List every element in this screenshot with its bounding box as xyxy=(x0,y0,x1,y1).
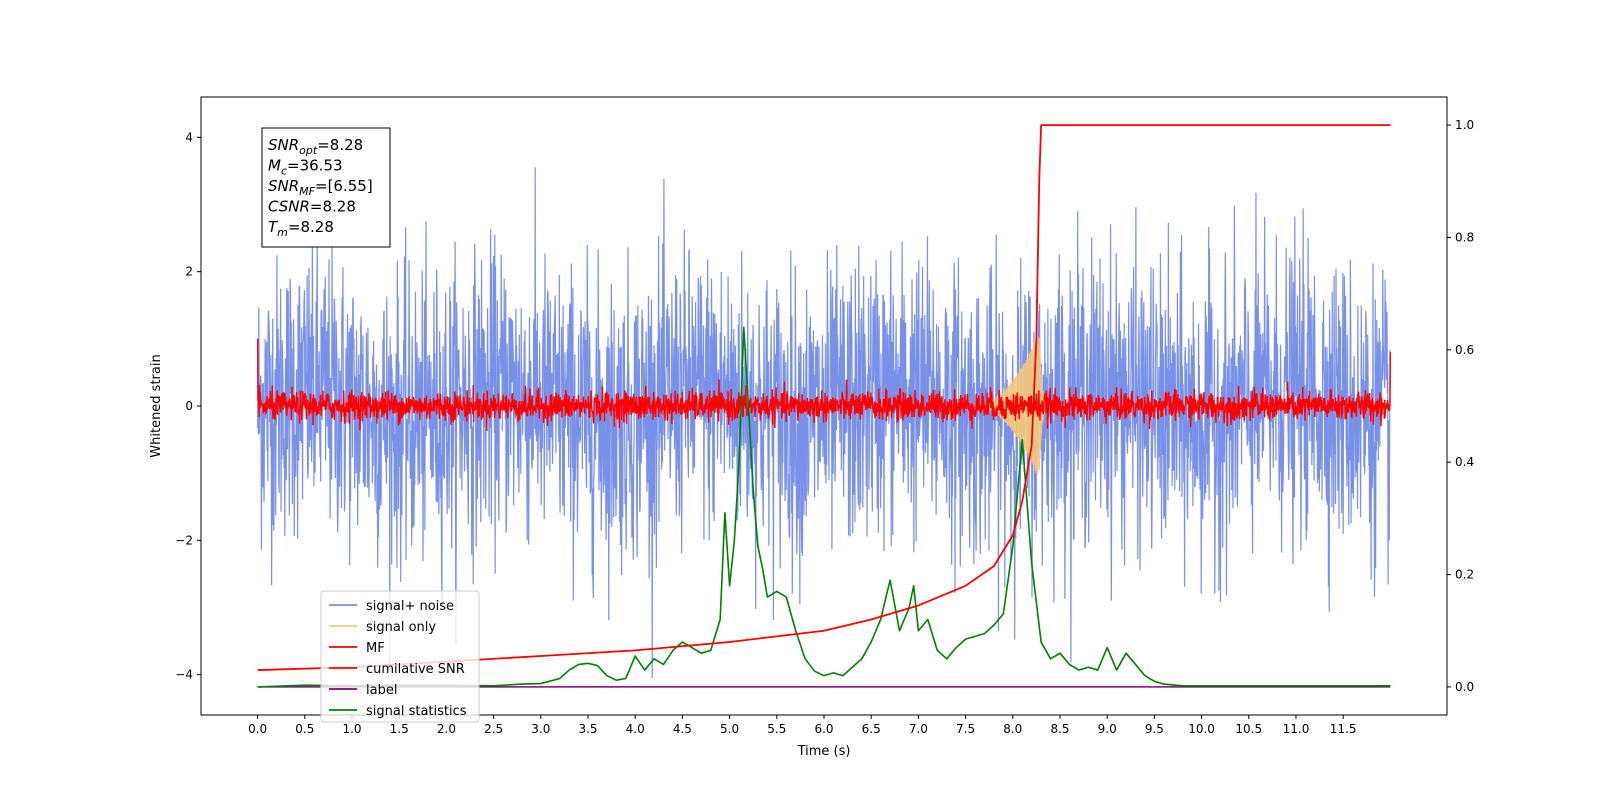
y2-tick-label: 0.4 xyxy=(1455,455,1474,469)
y2-axis-ticks: 1.0 0.8 0.6 0.4 0.2 0.0 xyxy=(1447,118,1474,694)
legend-entry-label: cumilative SNR xyxy=(366,662,465,677)
y-tick-label: −4 xyxy=(175,668,193,682)
annotation-line: Mc=36.53 xyxy=(268,157,343,178)
legend-frame xyxy=(320,590,480,723)
y-tick-label: 4 xyxy=(185,130,193,144)
annotation-line: SNRMF=[6.55] xyxy=(268,177,373,198)
x-tick-label: 1.5 xyxy=(390,722,409,736)
x-tick-label: 0.5 xyxy=(295,722,314,736)
x-tick-label: 7.5 xyxy=(956,722,975,736)
x-tick-label: 2.0 xyxy=(437,722,456,736)
series-mf-line xyxy=(256,338,1392,432)
legend-entry-label: label xyxy=(366,683,397,698)
x-tick-label: 11.5 xyxy=(1330,722,1357,736)
x-tick-label: 6.5 xyxy=(862,722,881,736)
annotation-line: CSNR=8.28 xyxy=(268,198,356,216)
stats-annotation-box: SNRopt=8.28Mc=36.53SNRMF=[6.55]CSNR=8.28… xyxy=(261,127,391,248)
x-tick-label: 0.0 xyxy=(248,722,267,736)
y-tick-label: −2 xyxy=(175,533,193,547)
annotation-line: Tm=8.28 xyxy=(268,218,334,239)
legend-entry-label: signal only xyxy=(366,620,436,635)
y2-tick-label: 0.6 xyxy=(1455,343,1474,357)
x-tick-label: 8.0 xyxy=(1003,722,1022,736)
annotation-line: SNRopt=8.28 xyxy=(268,136,363,157)
x-axis-label: Time (s) xyxy=(797,744,851,759)
y-tick-label: 2 xyxy=(185,265,193,279)
x-tick-label: 4.5 xyxy=(673,722,692,736)
legend-entry-label: MF xyxy=(366,641,385,656)
series-cumulative-snr-line xyxy=(257,124,1391,671)
x-tick-label: 5.0 xyxy=(720,722,739,736)
x-tick-label: 9.5 xyxy=(1145,722,1164,736)
y2-tick-label: 0.8 xyxy=(1455,230,1474,244)
x-tick-label: 8.5 xyxy=(1050,722,1069,736)
annotation-frame xyxy=(261,127,391,248)
legend-entry-label: signal+ noise xyxy=(366,599,454,614)
x-tick-label: 6.0 xyxy=(814,722,833,736)
x-tick-label: 4.0 xyxy=(626,722,645,736)
y2-tick-label: 0.0 xyxy=(1455,680,1474,694)
y-tick-label: 0 xyxy=(185,399,193,413)
legend: signal+ noise signal only MF cumilative SNR… xyxy=(320,590,480,723)
x-tick-label: 3.0 xyxy=(531,722,550,736)
x-tick-label: 7.0 xyxy=(909,722,928,736)
x-tick-label: 9.0 xyxy=(1098,722,1117,736)
x-tick-label: 5.5 xyxy=(767,722,786,736)
x-tick-label: 3.5 xyxy=(578,722,597,736)
y2-tick-label: 0.2 xyxy=(1455,568,1474,582)
x-tick-label: 1.0 xyxy=(342,722,361,736)
series-signal-statistics-line xyxy=(257,326,1391,688)
x-axis-ticks: 0.0 0.5 1.0 1.5 2.0 2.5 3.0 3.5 4.0 4.5 5.0 5.5 6.0 6… xyxy=(248,715,1357,736)
y-axis-label: Whitened strain xyxy=(149,354,164,457)
x-tick-label: 10.5 xyxy=(1235,722,1262,736)
y-axis-ticks: 4 2 0 −2 −4 xyxy=(175,130,201,682)
x-tick-label: 10.0 xyxy=(1188,722,1215,736)
x-tick-label: 2.5 xyxy=(484,722,503,736)
x-tick-label: 11.0 xyxy=(1283,722,1310,736)
legend-entry-label: signal statistics xyxy=(366,704,467,719)
y2-tick-label: 1.0 xyxy=(1455,118,1474,132)
